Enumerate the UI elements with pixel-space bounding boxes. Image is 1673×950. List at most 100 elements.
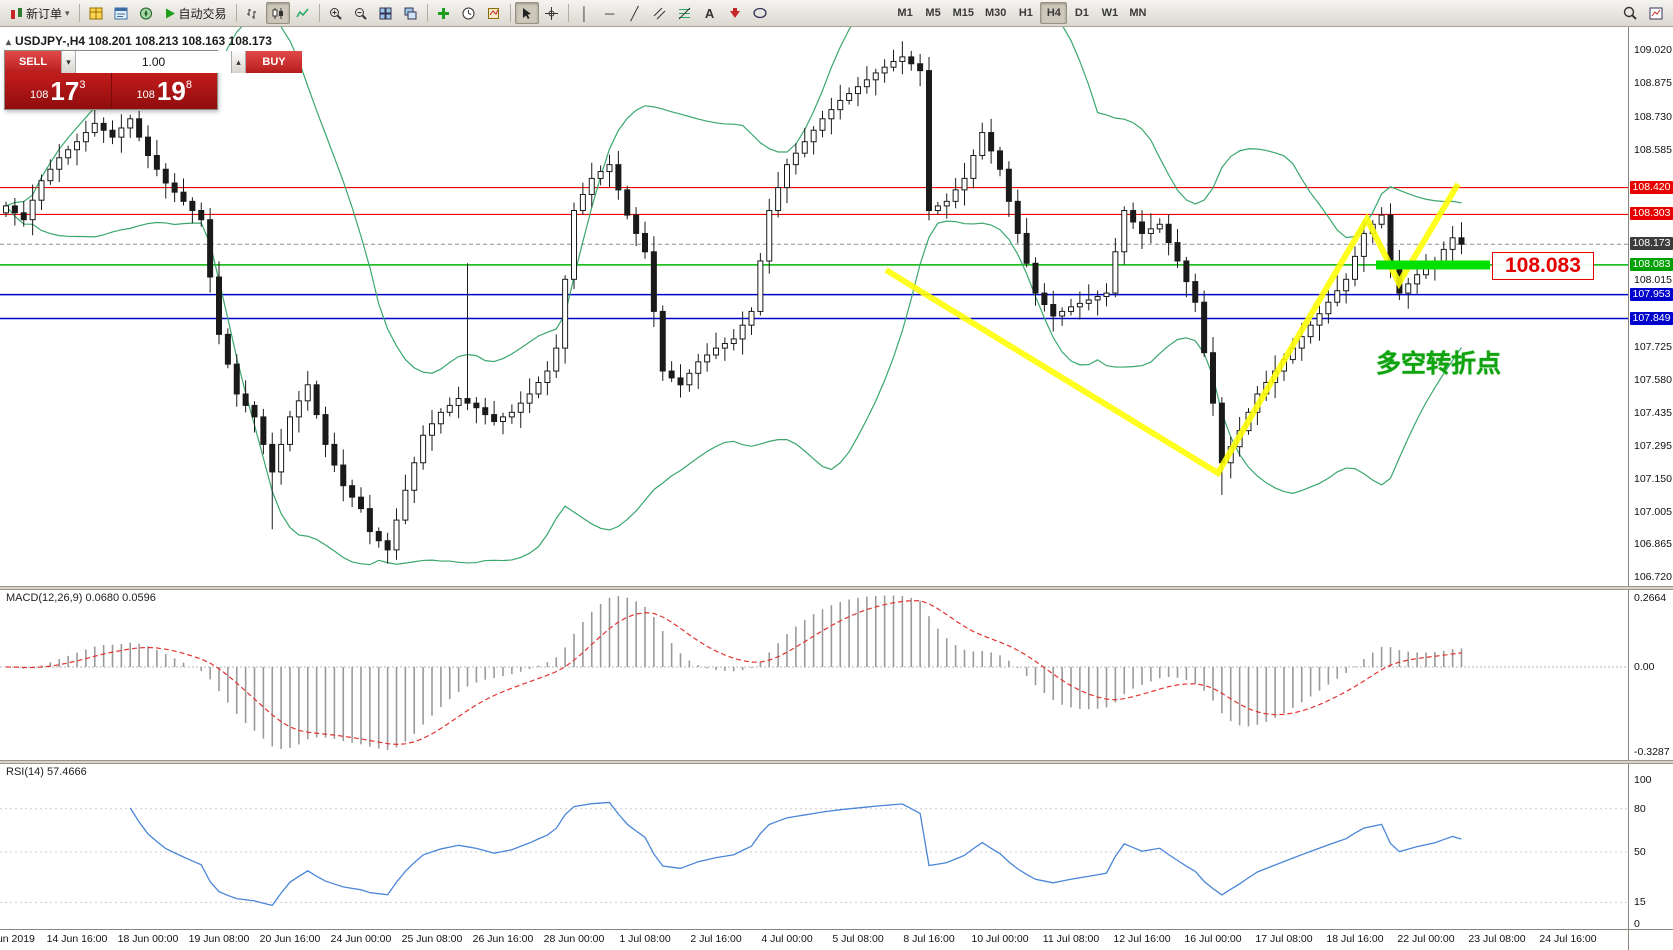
rsi-scale-label: 80 [1634, 802, 1646, 815]
candle-body [1174, 242, 1181, 262]
toolbar-separator [509, 4, 511, 22]
time-axis[interactable]: 13 Jun 2019 14 Jun 16:00 18 Jun 00:00 19 Ju… [0, 930, 1628, 950]
timeframe-m30-button[interactable]: M30 [984, 7, 1007, 19]
zoom-out-button[interactable] [349, 2, 373, 24]
time-axis-label: 1 Jul 08:00 [619, 933, 671, 945]
candle-body [464, 398, 471, 404]
candle-body [730, 338, 737, 345]
new-order-button[interactable]: 新订单 ▾ [5, 2, 75, 24]
candle-body [943, 200, 950, 207]
sell-price-button[interactable]: 108 17 3 [5, 73, 111, 109]
line-chart-button[interactable] [291, 2, 315, 24]
crosshair-icon [545, 6, 559, 20]
sell-button[interactable]: SELL [5, 51, 61, 73]
arrows-button[interactable] [723, 2, 747, 24]
buy-price-button[interactable]: 108 19 8 [112, 73, 218, 109]
macd-rsi-splitter[interactable] [0, 760, 1673, 764]
vertical-line-button[interactable]: │ [573, 2, 597, 24]
sell-price-big: 17 [50, 76, 80, 106]
text-button[interactable]: A [698, 2, 722, 24]
candlestick-chart-button[interactable] [265, 2, 290, 24]
timeframe-w1-button[interactable]: W1 [1101, 7, 1119, 19]
bar-chart-icon [247, 8, 257, 19]
crosshair-button[interactable] [540, 2, 564, 24]
candle-body [1156, 223, 1163, 230]
tile-windows-button[interactable] [374, 2, 398, 24]
candle-body [1165, 223, 1172, 244]
candle-body [56, 157, 63, 170]
price-scale[interactable]: 109.020 108.875 108.730 108.585 108.015 107.7… [1628, 0, 1673, 950]
timeframe-m1-button[interactable]: M1 [897, 7, 913, 19]
price-tick-label: 107.435 [1634, 407, 1672, 420]
candle-body [863, 79, 870, 88]
trade-panel-top-row: SELL ▾ ▴ BUY [5, 51, 302, 73]
indicators-button[interactable] [432, 2, 456, 24]
candle-body [890, 60, 897, 68]
cursor-button[interactable] [514, 2, 539, 24]
market-watch-button[interactable] [84, 2, 108, 24]
candle-body [482, 407, 489, 416]
time-axis-label: 28 Jun 00:00 [543, 933, 605, 945]
shapes-button[interactable] [748, 2, 772, 24]
chart-list-button[interactable] [1644, 2, 1668, 24]
templates-button[interactable] [482, 2, 506, 24]
volume-up-button[interactable]: ▴ [231, 51, 246, 73]
timeframe-mn-button[interactable]: MN [1129, 7, 1147, 19]
candle-body [837, 99, 844, 111]
time-axis-label: 2 Jul 16:00 [690, 933, 742, 945]
candle-body [588, 177, 595, 195]
timeframe-m15-button[interactable]: M15 [952, 7, 974, 19]
candle-body [393, 519, 400, 551]
yellow-trend-annotation[interactable] [884, 182, 1461, 478]
candle-body [1210, 352, 1216, 404]
candle-body [562, 278, 569, 349]
trendline-button[interactable]: ╱ [623, 2, 647, 24]
horizontal-line-button[interactable]: ─ [598, 2, 622, 24]
candle-body [171, 182, 178, 193]
timeframe-h1-button[interactable]: H1 [1018, 7, 1033, 19]
candle-body [180, 191, 187, 202]
candle-body [1085, 299, 1092, 304]
candle-body [20, 212, 27, 221]
fibonacci-button[interactable] [673, 2, 697, 24]
autotrading-button[interactable]: 自动交易 [159, 2, 232, 24]
new-order-label: 新订单 [26, 6, 63, 21]
candle-body [189, 200, 196, 212]
chart-macd-splitter[interactable] [0, 586, 1673, 590]
volume-input[interactable] [76, 51, 231, 73]
periods-button[interactable] [457, 2, 481, 24]
navigator-button[interactable] [134, 2, 158, 24]
candle-body [455, 398, 462, 406]
candle-body [677, 377, 684, 386]
candle-body [775, 187, 782, 212]
turning-point-annotation[interactable]: 多空转折点 [1376, 350, 1502, 378]
timeframe-d1-button[interactable]: D1 [1074, 7, 1089, 19]
volume-down-button[interactable]: ▾ [61, 51, 76, 73]
autotrading-play-icon [165, 8, 175, 18]
data-window-button[interactable] [109, 2, 133, 24]
price-line-badge: 107.849 [1630, 311, 1673, 325]
candle-body [1050, 304, 1057, 317]
channel-button[interactable] [648, 2, 672, 24]
price-tick-label: 106.865 [1634, 538, 1672, 551]
timeframe-h4-button[interactable]: H4 [1040, 2, 1068, 24]
candle-body [260, 416, 267, 445]
candle-body [1121, 210, 1128, 253]
line-chart-icon [296, 8, 309, 17]
timeframe-m5-button[interactable]: M5 [925, 7, 941, 19]
bar-chart-button[interactable] [241, 2, 265, 24]
cascade-windows-button[interactable] [399, 2, 423, 24]
symbol-search-button[interactable] [1618, 2, 1642, 24]
channel-icon [653, 7, 666, 19]
candle-body [358, 496, 364, 510]
buy-button[interactable]: BUY [246, 51, 302, 73]
time-axis-label: 13 Jun 2019 [0, 933, 35, 945]
zoom-in-button[interactable] [324, 2, 348, 24]
price-flag-label[interactable]: 108.083 [1492, 252, 1594, 280]
indicators-plus-icon [438, 7, 450, 19]
rsi-scale-label: 50 [1634, 846, 1646, 858]
candle-body [322, 414, 329, 445]
macd-scale-label: -0.3287 [1634, 746, 1670, 759]
candle-body [1112, 251, 1119, 294]
